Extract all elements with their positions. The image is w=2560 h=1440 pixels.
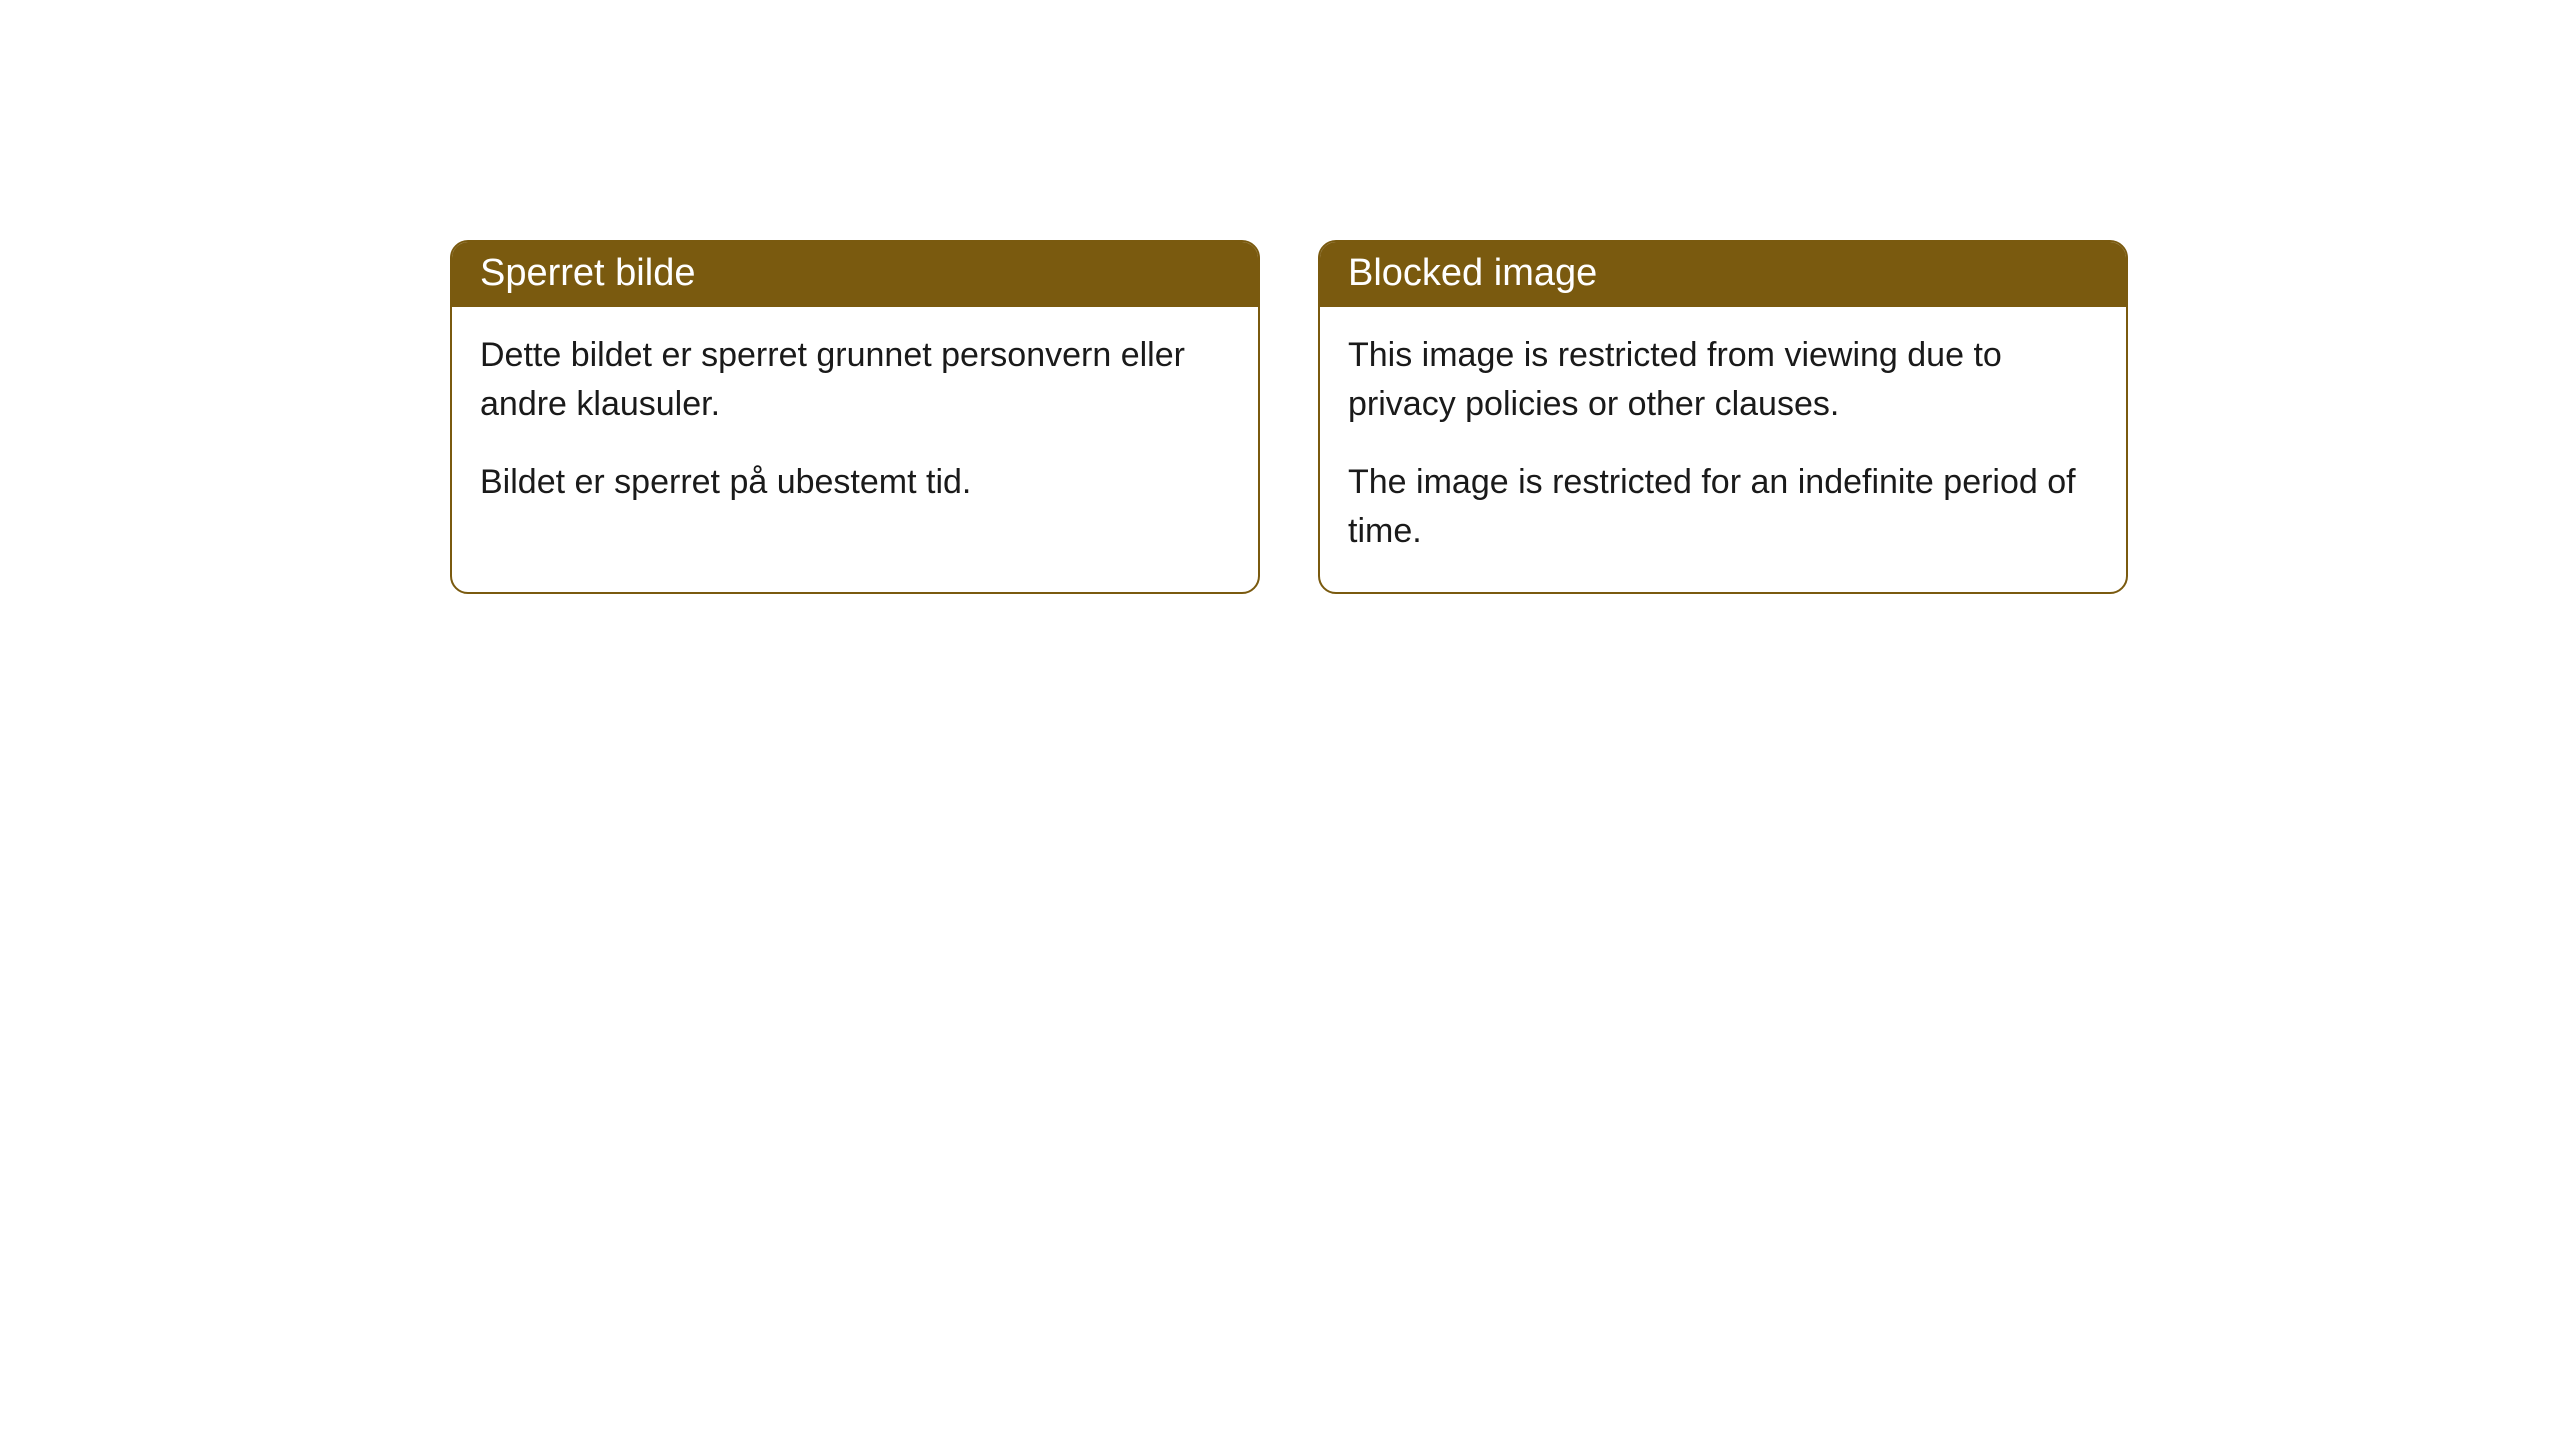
card-body-no: Dette bildet er sperret grunnet personve… xyxy=(452,307,1258,543)
card-body-text-en-2: The image is restricted for an indefinit… xyxy=(1348,458,2098,557)
card-body-text-en-1: This image is restricted from viewing du… xyxy=(1348,331,2098,430)
card-body-text-no-2: Bildet er sperret på ubestemt tid. xyxy=(480,458,1230,507)
card-body-text-no-1: Dette bildet er sperret grunnet personve… xyxy=(480,331,1230,430)
blocked-image-card-en: Blocked image This image is restricted f… xyxy=(1318,240,2128,594)
card-header-no: Sperret bilde xyxy=(452,242,1258,307)
blocked-image-card-no: Sperret bilde Dette bildet er sperret gr… xyxy=(450,240,1260,594)
card-header-en: Blocked image xyxy=(1320,242,2126,307)
notice-cards-container: Sperret bilde Dette bildet er sperret gr… xyxy=(0,0,2560,594)
card-body-en: This image is restricted from viewing du… xyxy=(1320,307,2126,592)
